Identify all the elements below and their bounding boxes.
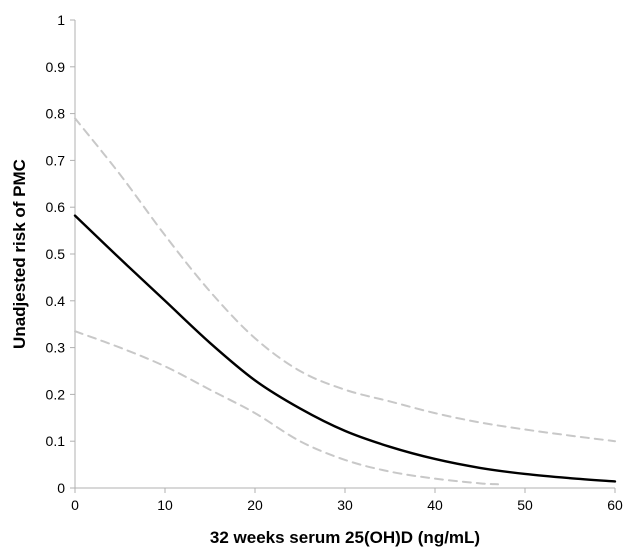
y-tick-label: 0.4 xyxy=(46,293,66,309)
x-tick-label: 50 xyxy=(517,497,533,513)
series-line-estimate xyxy=(73,214,617,483)
series-line-lower-bound xyxy=(74,330,499,486)
series xyxy=(73,117,617,486)
y-tick-label: 0.7 xyxy=(46,152,66,168)
y-tick-label: 0.8 xyxy=(46,106,66,122)
y-tick-label: 0.2 xyxy=(46,386,66,402)
x-tick-label: 30 xyxy=(337,497,353,513)
ticks: 00.10.20.30.40.50.60.70.80.910 10 20 30 40 50… xyxy=(46,12,623,513)
y-tick-label: 0.6 xyxy=(46,199,66,215)
y-axis-title: Unadjested risk of PMC xyxy=(10,159,29,349)
x-tick-label: 0 xyxy=(71,497,79,513)
y-tick-label: 0.5 xyxy=(46,246,66,262)
x-axis-title: 32 weeks serum 25(OH)D (ng/mL) xyxy=(210,528,480,547)
y-tick-label: 0.3 xyxy=(46,340,66,356)
y-tick-label: 0 xyxy=(57,480,65,496)
x-tick-label: 10 xyxy=(157,497,173,513)
x-tick-label: 60 xyxy=(607,497,623,513)
x-tick-label: 20 xyxy=(247,497,263,513)
axes xyxy=(74,20,615,489)
x-tick-label: 40 xyxy=(427,497,443,513)
y-tick-label: 0.1 xyxy=(46,433,66,449)
series-line-upper-bound xyxy=(74,117,616,443)
y-tick-label: 1 xyxy=(57,12,65,28)
y-tick-label: 0.9 xyxy=(46,59,66,75)
